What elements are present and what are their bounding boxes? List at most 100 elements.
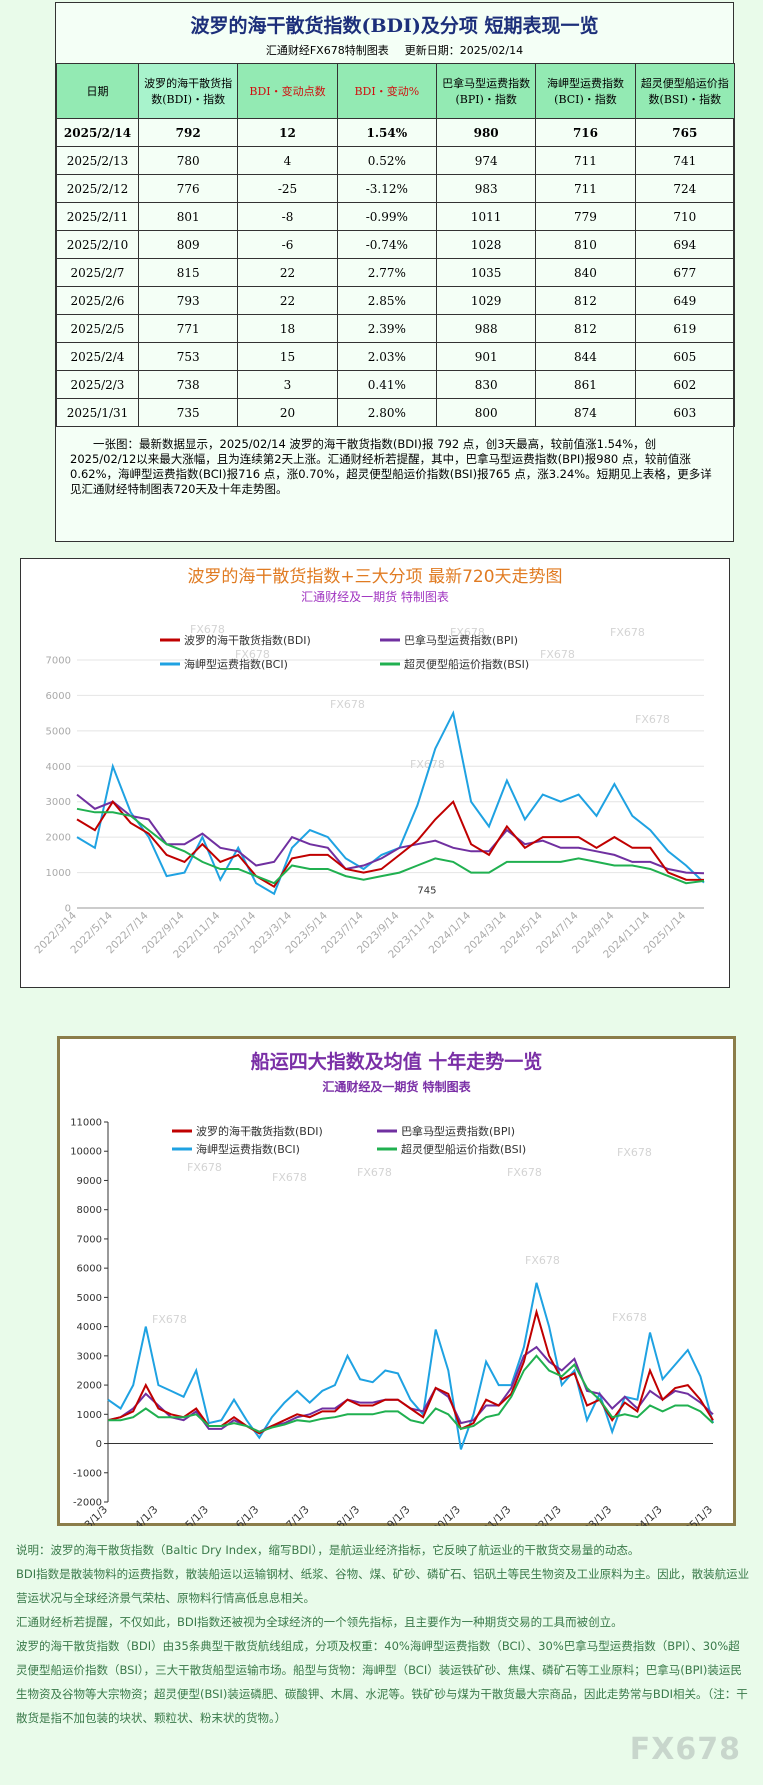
chart-frame — [57, 1036, 736, 1526]
watermark: FX678 — [242, 1126, 277, 1139]
y-tick-label: -1000 — [73, 1468, 102, 1479]
table-cell: 753 — [137, 342, 239, 371]
y-tick-label: -2000 — [73, 1498, 102, 1509]
table-cell: 988 — [435, 314, 537, 343]
table-row: 2025/2/11 801 -8 -0.99% 1011 779 710 — [56, 202, 736, 231]
footer-paragraph: BDI指数是散装物料的运费指数，散装船运以运输钢材、纸浆、谷物、煤、矿砂、磷矿石… — [16, 1567, 750, 1605]
table-cell: 793 — [137, 286, 239, 315]
y-tick-label: 5000 — [77, 1293, 102, 1304]
chart-title: 波罗的海干散货指数+三大分项 最新720天走势图 — [187, 567, 562, 587]
series-line — [76, 710, 705, 896]
table-cell: 800 — [435, 398, 537, 427]
table-cell: 0.52% — [336, 146, 437, 175]
column-header: 巴拿马型运费指数(BPI)・指数 — [435, 63, 537, 119]
table-cell: 815 — [137, 258, 239, 287]
table-cell: -3.12% — [336, 174, 437, 203]
table-cell: 4 — [237, 146, 338, 175]
table-cell: 2025/1/31 — [56, 398, 139, 427]
column-header: 超灵便型船运价指数(BSI)・指数 — [634, 63, 736, 119]
legend-label: 波罗的海干散货指数(BDI) — [184, 633, 311, 647]
table-cell: -6 — [237, 230, 338, 259]
column-header: BDI・变动点数 — [237, 63, 338, 119]
table-cell: 738 — [137, 370, 239, 399]
y-tick-label: 8000 — [77, 1205, 102, 1216]
chart-subtitle: 汇通财经及一期货 特制图表 — [301, 589, 449, 604]
table-cell: 2025/2/4 — [56, 342, 139, 371]
table-row: 2025/2/4 753 15 2.03% 901 844 605 — [56, 342, 736, 371]
footer-notes: 说明：波罗的海干散货指数（Baltic Dry Index，缩写BDI），是航运… — [16, 1538, 751, 1730]
legend-label: 巴拿马型运费指数(BPI) — [404, 633, 518, 647]
y-tick-label: 2000 — [77, 1381, 102, 1392]
table-cell: 603 — [634, 398, 736, 427]
data-table: 日期 波罗的海干散货指数(BDI)・指数 BDI・变动点数 BDI・变动% 巴拿马型运费… — [56, 63, 736, 427]
table-cell: 809 — [137, 230, 239, 259]
table-cell: 716 — [535, 118, 636, 147]
chart-subtitle: 汇通财经及一期货 特制图表 — [322, 1079, 471, 1094]
table-cell: 1035 — [435, 258, 537, 287]
table-cell: 2.77% — [336, 258, 437, 287]
y-tick-label: 4000 — [77, 1322, 102, 1333]
update-date: 更新日期：2025/02/14 — [404, 44, 524, 57]
column-header: BDI・变动% — [336, 63, 437, 119]
table-cell: 840 — [535, 258, 636, 287]
table-cell: 2025/2/6 — [56, 286, 139, 315]
table-cell: 619 — [634, 314, 736, 343]
table-cell: 710 — [634, 202, 736, 231]
watermark: FX678 — [612, 1311, 647, 1324]
legend-label: 海岬型运费指数(BCI) — [196, 1142, 300, 1156]
table-cell: 2.80% — [336, 398, 437, 427]
watermark: FX678 — [272, 1171, 307, 1184]
y-tick-label: 1000 — [46, 868, 71, 879]
table-cell: 15 — [237, 342, 338, 371]
table-cell: 735 — [137, 398, 239, 427]
y-tick-label: 0 — [96, 1439, 102, 1450]
table-cell: 983 — [435, 174, 537, 203]
watermark: FX678 — [152, 1313, 187, 1326]
watermark: FX678 — [190, 623, 225, 636]
y-tick-label: 9000 — [77, 1176, 102, 1187]
table-cell: 2.39% — [336, 314, 437, 343]
table-cell: 2.03% — [336, 342, 437, 371]
table-cell: 711 — [535, 174, 636, 203]
y-tick-label: 3000 — [77, 1351, 102, 1362]
y-tick-label: 7000 — [77, 1234, 102, 1245]
table-cell: 22 — [237, 286, 338, 315]
legend-label: 波罗的海干散货指数(BDI) — [196, 1124, 323, 1138]
y-tick-label: 2000 — [46, 833, 71, 844]
table-cell: -0.99% — [336, 202, 437, 231]
table-cell: 711 — [535, 146, 636, 175]
table-cell: 810 — [535, 230, 636, 259]
series-line — [107, 1282, 714, 1450]
watermark: FX678 — [187, 1161, 222, 1174]
table-cell: 901 — [435, 342, 537, 371]
table-header: 日期 波罗的海干散货指数(BDI)・指数 BDI・变动点数 BDI・变动% 巴拿马型运费… — [56, 63, 736, 119]
watermark: FX678 — [450, 626, 485, 639]
series-line — [108, 1354, 714, 1433]
table-cell: 741 — [634, 146, 736, 175]
table-cell: 2025/2/11 — [56, 202, 139, 231]
watermark: FX678 — [635, 713, 670, 726]
legend-label: 超灵便型船运价指数(BSI) — [401, 1142, 526, 1156]
table-cell: 1029 — [435, 286, 537, 315]
table-cell: 765 — [634, 118, 736, 147]
chart-frame — [20, 558, 730, 988]
table-row: 2025/1/31 735 20 2.80% 800 874 603 — [56, 398, 736, 427]
table-cell: 605 — [634, 342, 736, 371]
table-cell: 2025/2/5 — [56, 314, 139, 343]
table-cell: 724 — [634, 174, 736, 203]
table-cell: -8 — [237, 202, 338, 231]
y-tick-label: 4000 — [46, 762, 71, 773]
table-cell: 801 — [137, 202, 239, 231]
table-cell: 2.85% — [336, 286, 437, 315]
table-cell: 2025/2/7 — [56, 258, 139, 287]
table-cell: 812 — [535, 314, 636, 343]
y-tick-label: 10000 — [70, 1147, 102, 1158]
table-title: 波罗的海干散货指数(BDI)及分项 短期表现一览 — [190, 15, 599, 37]
table-row: 2025/2/3 738 3 0.41% 830 861 602 — [56, 370, 736, 399]
y-tick-label: 7000 — [46, 656, 71, 667]
table-cell: 844 — [535, 342, 636, 371]
watermark: FX678 — [525, 1254, 560, 1267]
table-cell: 18 — [237, 314, 338, 343]
